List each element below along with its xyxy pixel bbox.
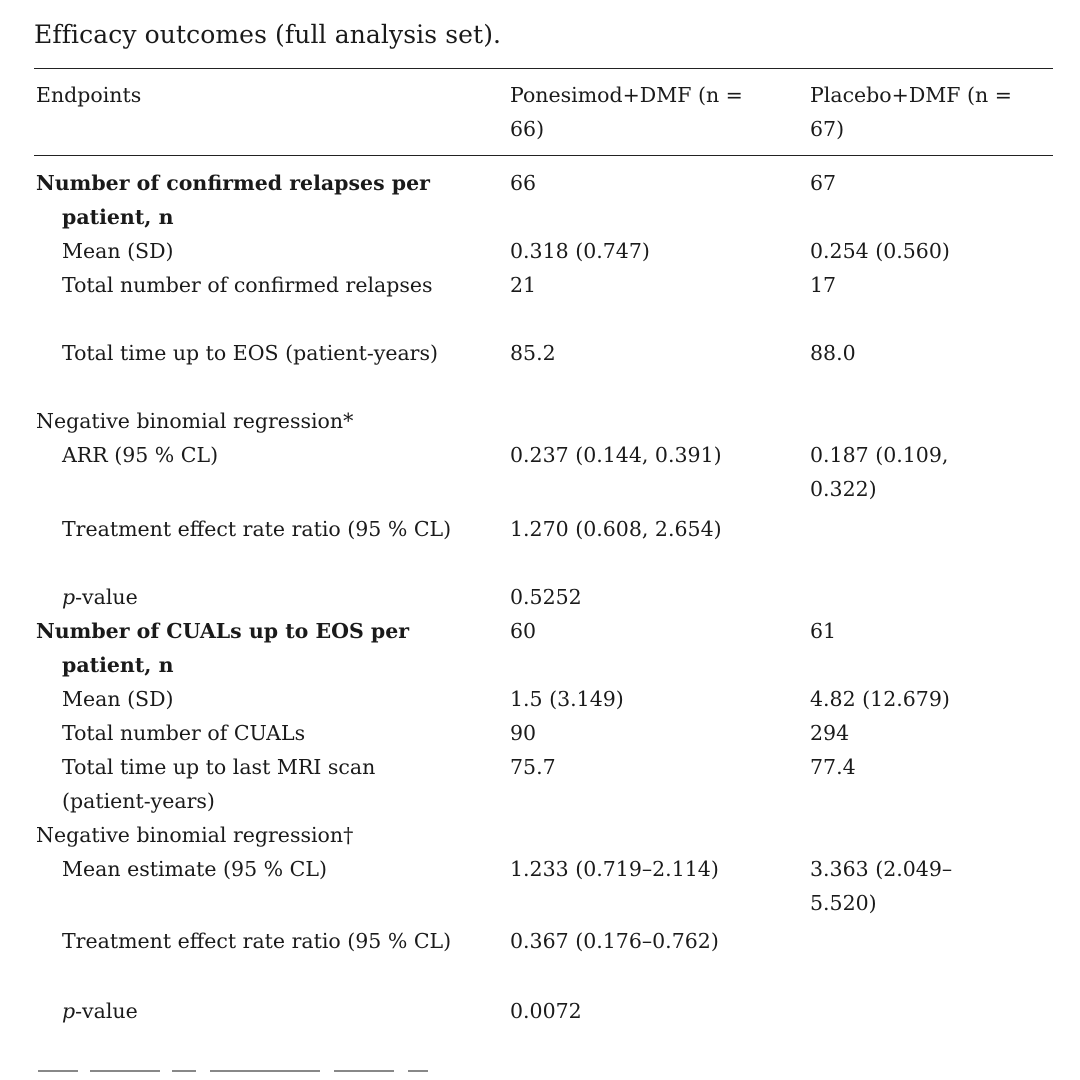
row-value-rate-ratio-2-ponesimod: 0.367 (0.176–0.762)	[510, 929, 719, 953]
row-label-mean-sd: Mean (SD)	[62, 239, 174, 263]
row-value-arr-ponesimod: 0.237 (0.144, 0.391)	[510, 443, 722, 467]
row-label-time-eos: Total time up to EOS (patient-years)	[62, 341, 438, 365]
header-ponesimod: Ponesimod+DMF (n = 66)	[510, 83, 743, 141]
row-value-p-value-1: 0.5252	[510, 585, 582, 609]
table-caption: Efficacy outcomes (full analysis set).	[34, 20, 502, 49]
row-value-time-eos-placebo: 88.0	[810, 341, 856, 365]
row-label-nbr-2: Negative binomial regression†	[36, 823, 354, 847]
header-bottom-rule	[34, 155, 1053, 156]
row-label-p-value-2: p-value	[62, 999, 138, 1023]
row-label-total-relapses: Total number of confirmed relapses	[62, 273, 433, 297]
row-label-mean-estimate: Mean estimate (95 % CL)	[62, 857, 327, 881]
row-value-total-relapses-placebo: 17	[810, 273, 837, 297]
row-value-mean-estimate-ponesimod: 1.233 (0.719–2.114)	[510, 857, 719, 881]
row-value-cuals-ponesimod: 60	[510, 619, 537, 643]
row-value-cuals-placebo: 61	[810, 619, 837, 643]
table-top-rule	[34, 68, 1053, 69]
row-value-p-value-2: 0.0072	[510, 999, 582, 1023]
row-label-nbr-1: Negative binomial regression*	[36, 409, 354, 433]
row-value-mean-sd-2-ponesimod: 1.5 (3.149)	[510, 687, 624, 711]
row-value-time-mri-ponesimod: 75.7	[510, 755, 556, 779]
row-value-relapses-ponesimod: 66	[510, 171, 537, 195]
row-label-cuals-section: Number of CUALs up to EOS per patient, n	[36, 619, 410, 677]
header-placebo: Placebo+DMF (n = 67)	[810, 83, 1012, 141]
row-label-rate-ratio-2: Treatment effect rate ratio (95 % CL)	[62, 929, 452, 953]
row-label-arr: ARR (95 % CL)	[62, 443, 219, 467]
row-label-relapses-section: Number of confirmed relapses per patient…	[36, 171, 430, 229]
row-value-mean-sd-placebo: 0.254 (0.560)	[810, 239, 950, 263]
row-value-arr-placebo: 0.187 (0.109, 0.322)	[810, 443, 949, 501]
row-value-time-eos-ponesimod: 85.2	[510, 341, 556, 365]
row-value-mean-sd-ponesimod: 0.318 (0.747)	[510, 239, 650, 263]
row-label-rate-ratio-1: Treatment effect rate ratio (95 % CL)	[62, 517, 452, 541]
cropped-next-row	[34, 1058, 1053, 1080]
row-value-total-cuals-ponesimod: 90	[510, 721, 537, 745]
row-value-total-relapses-ponesimod: 21	[510, 273, 537, 297]
header-endpoints: Endpoints	[36, 83, 142, 107]
row-label-mean-sd-2: Mean (SD)	[62, 687, 174, 711]
row-value-mean-estimate-placebo: 3.363 (2.049–5.520)	[810, 857, 953, 915]
row-value-time-mri-placebo: 77.4	[810, 755, 856, 779]
row-value-relapses-placebo: 67	[810, 171, 837, 195]
row-label-time-mri: Total time up to last MRI scan (patient-…	[62, 755, 376, 813]
row-value-rate-ratio-1-ponesimod: 1.270 (0.608, 2.654)	[510, 517, 722, 541]
row-label-total-cuals: Total number of CUALs	[62, 721, 306, 745]
row-value-mean-sd-2-placebo: 4.82 (12.679)	[810, 687, 950, 711]
row-value-total-cuals-placebo: 294	[810, 721, 850, 745]
row-label-p-value-1: p-value	[62, 585, 138, 609]
